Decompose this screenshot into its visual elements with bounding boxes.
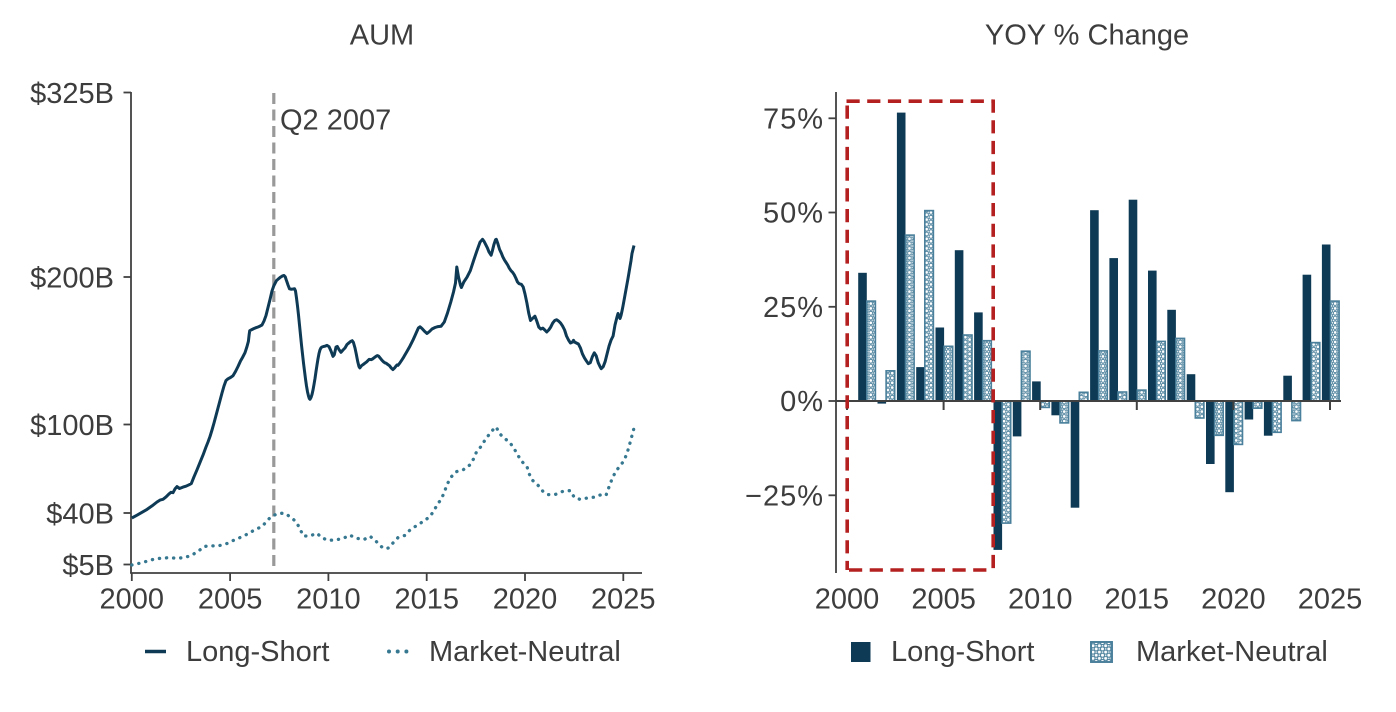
svg-text:2025: 2025 (1298, 584, 1363, 616)
svg-text:2015: 2015 (394, 584, 459, 616)
svg-text:Long-Short: Long-Short (891, 636, 1035, 668)
svg-text:2025: 2025 (591, 584, 656, 616)
svg-text:YOY % Change: YOY % Change (985, 20, 1189, 52)
svg-text:−25%: −25% (745, 480, 824, 512)
svg-text:$100B: $100B (30, 410, 114, 442)
svg-text:0%: 0% (780, 386, 824, 418)
svg-text:$200B: $200B (30, 263, 114, 295)
svg-text:2000: 2000 (815, 584, 880, 616)
svg-text:Long-Short: Long-Short (186, 636, 330, 668)
svg-text:Q2 2007: Q2 2007 (280, 105, 391, 137)
svg-text:2015: 2015 (1105, 584, 1170, 616)
svg-text:2020: 2020 (493, 584, 558, 616)
svg-text:2010: 2010 (296, 584, 361, 616)
svg-text:$325B: $325B (30, 78, 114, 110)
svg-text:AUM: AUM (350, 20, 414, 52)
svg-text:$5B: $5B (62, 550, 114, 582)
svg-text:2010: 2010 (1008, 584, 1073, 616)
svg-text:2005: 2005 (911, 584, 976, 616)
svg-text:25%: 25% (763, 292, 824, 324)
svg-text:2020: 2020 (1201, 584, 1266, 616)
svg-text:50%: 50% (763, 198, 824, 230)
svg-text:2005: 2005 (198, 584, 263, 616)
svg-text:$40B: $40B (46, 499, 114, 531)
svg-text:Market-Neutral: Market-Neutral (429, 636, 621, 668)
svg-text:75%: 75% (763, 103, 824, 135)
svg-text:2000: 2000 (100, 584, 165, 616)
svg-text:Market-Neutral: Market-Neutral (1136, 636, 1328, 668)
